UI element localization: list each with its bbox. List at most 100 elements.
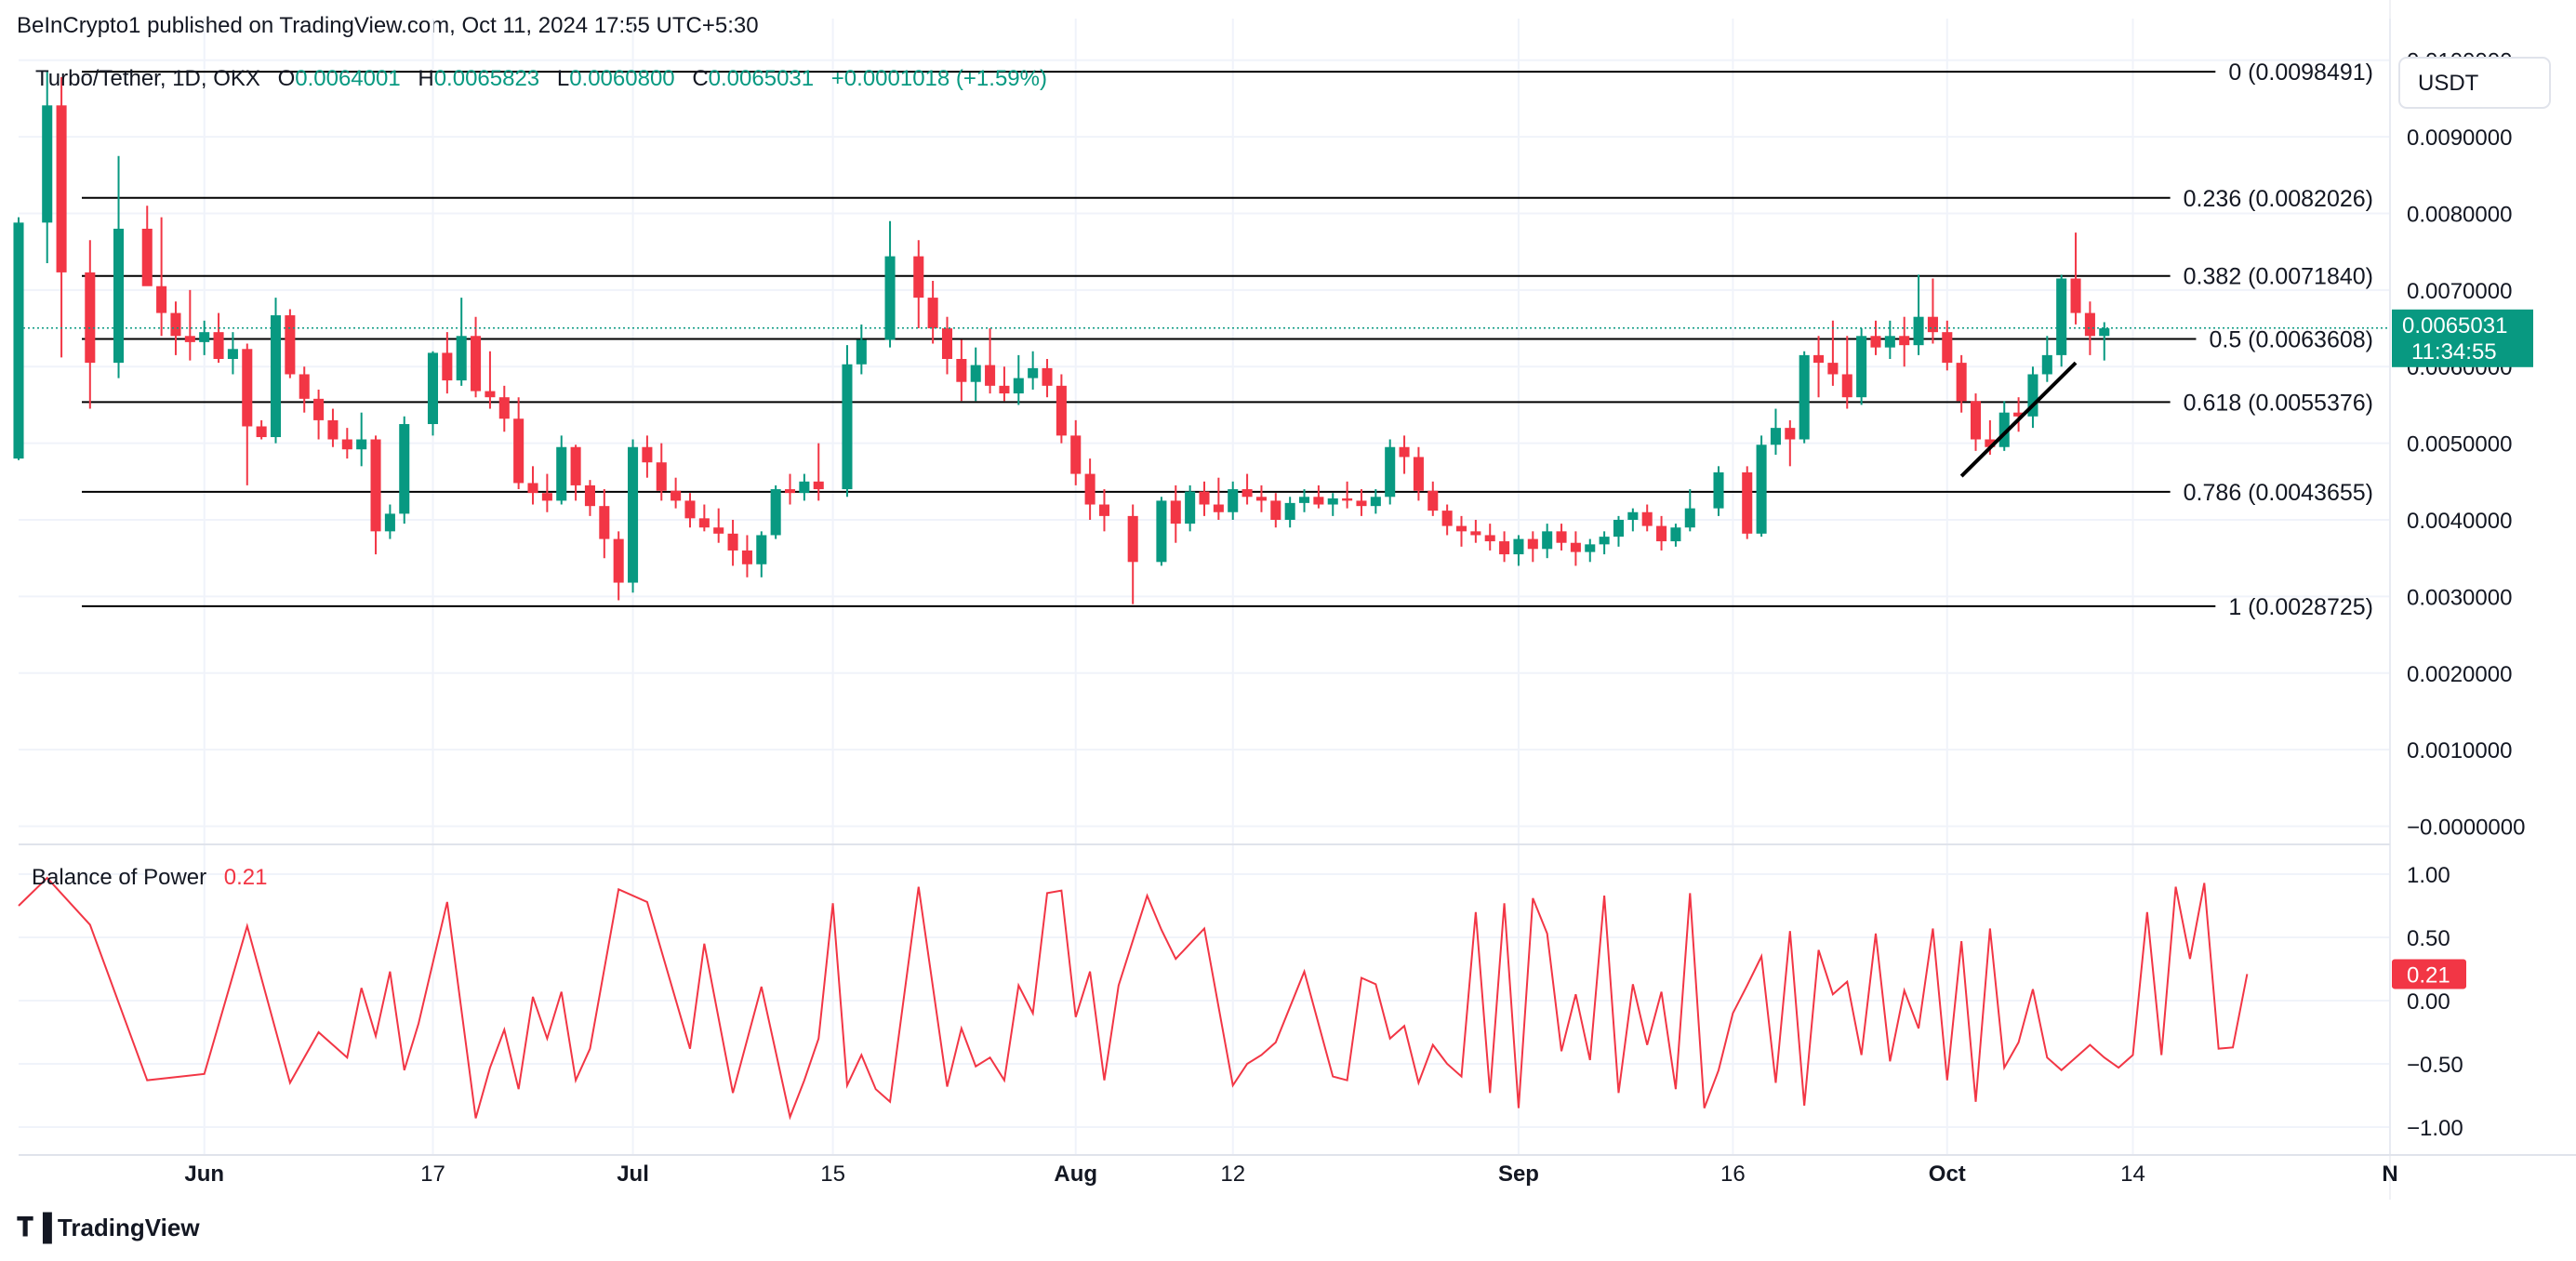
price-tag: 0.0065031 11:34:55 [2392,309,2533,367]
candle-body [156,285,167,313]
candle-body [1670,527,1681,542]
y-tick-label: 0.0090000 [2407,126,2512,151]
price-axis[interactable]: 0.01000000.00900000.00800000.00700000.00… [2407,49,2525,841]
y-tick-label: −0.0000000 [2407,816,2525,841]
x-tick-label: 16 [1720,1161,1746,1187]
candle-body [770,489,781,536]
bop-tag: 0.21 [2392,959,2466,989]
low-label: L [557,66,569,91]
candle-body [1942,332,1953,364]
candle-body [599,506,610,539]
price-tag-value: 0.0065031 [2402,313,2507,338]
candle-body [1527,538,1538,550]
candle-body [341,439,352,450]
candle-body [970,365,981,382]
svg-text:Turbo/Tether, 1D, OKX O0.0: Turbo/Tether, 1D, OKX O0.0064001 H0.0065… [35,66,1047,91]
candle-body [1170,500,1181,524]
candle-body [2041,354,2052,375]
candle-body [1927,316,1938,333]
candle-body [1470,531,1481,536]
open-label: O [278,66,296,91]
candle-body [1770,428,1781,445]
currency-label: USDT [2418,71,2479,96]
candle-body [913,256,924,299]
y-tick-label: 0.0020000 [2407,662,2512,687]
svg-text:Balance of Power 0.21: Balance of Power 0.21 [32,865,268,890]
candle-body [570,446,581,485]
candle-body [2056,278,2067,355]
candle-body [285,315,296,375]
candle-body [1342,498,1353,501]
candle-body [1641,511,1653,526]
candle-body [1656,525,1667,542]
fib-level-label: 0.236 (0.0082026) [2184,186,2373,212]
candle-body [1228,489,1239,512]
candle-body [1185,491,1196,524]
candle-body [1013,378,1024,394]
y-tick-label: 0.0040000 [2407,509,2512,534]
candle-body [1998,412,2010,447]
candle-body [113,228,125,364]
fib-level-label: 0 (0.0098491) [2228,60,2373,86]
candle-body [1599,537,1610,545]
candle-body [1570,542,1581,552]
candle-body [227,349,238,359]
candle-body [2013,412,2025,417]
time-axis[interactable]: Jun 17 Jul 15 Aug 12 Sep 16 Oct 14 N [184,1161,2397,1187]
close-label: C [692,66,708,91]
candle-body [1484,535,1495,542]
tradingview-logo[interactable]: 𝐓▐ TradingView [17,1213,200,1243]
candle-body [684,500,696,519]
candle-body [1327,498,1338,505]
x-tick-label: Jul [617,1161,649,1187]
candle-body [456,336,467,381]
candle-body [1799,354,1810,440]
candle-body [1056,385,1067,436]
candle-body [1841,374,1852,398]
candle-body [1785,428,1796,440]
candle-body [884,256,896,340]
bop-tick-label: 0.00 [2407,989,2450,1015]
candle-body [656,462,667,491]
fib-level-label: 0.382 (0.0071840) [2184,264,2373,290]
candle-body [1756,445,1767,534]
trendline[interactable] [1959,361,2078,478]
close-value: 0.0065031 [709,66,814,91]
candle-body [1370,497,1381,507]
fib-retracement[interactable]: 0 (0.0098491) 0.236 (0.0082026) 0.382 (0.0… [82,60,2373,620]
candle-body [727,533,738,551]
bop-tag-value: 0.21 [2407,962,2450,988]
bop-series-line [18,876,2249,1121]
candle-body [1070,435,1082,474]
candle-body [141,228,153,286]
candle-body [1127,515,1138,563]
candle-body [471,336,482,392]
bop-tick-label: −1.00 [2407,1116,2463,1141]
candle-body [85,272,96,364]
currency-button[interactable]: USDT [2398,57,2551,109]
high-label: H [418,66,433,91]
candle-body [613,538,624,583]
tradingview-logo-icon: 𝐓▐ [17,1213,52,1241]
bop-tick-label: 1.00 [2407,863,2450,888]
candle-body [242,349,253,427]
candle-body [1556,531,1567,543]
candle-body [628,446,639,583]
candle-body [1985,439,1996,447]
candles [13,72,2110,604]
candle-body [842,364,853,490]
candle-body [2084,312,2095,337]
candle-body [1713,471,1724,509]
candle-body [2099,328,2110,337]
bop-axis[interactable]: 1.00 0.50 0.00 −0.50 −1.00 [2407,863,2463,1141]
candle-body [799,481,810,494]
y-tick-label: 0.0030000 [2407,585,2512,610]
candle-body [270,315,282,438]
candle-body [1499,541,1510,555]
candle-body [1613,520,1625,538]
candle-body [1299,497,1310,503]
candle-body [356,439,367,450]
candle-body [927,298,938,329]
x-tick-label: 17 [420,1161,445,1187]
